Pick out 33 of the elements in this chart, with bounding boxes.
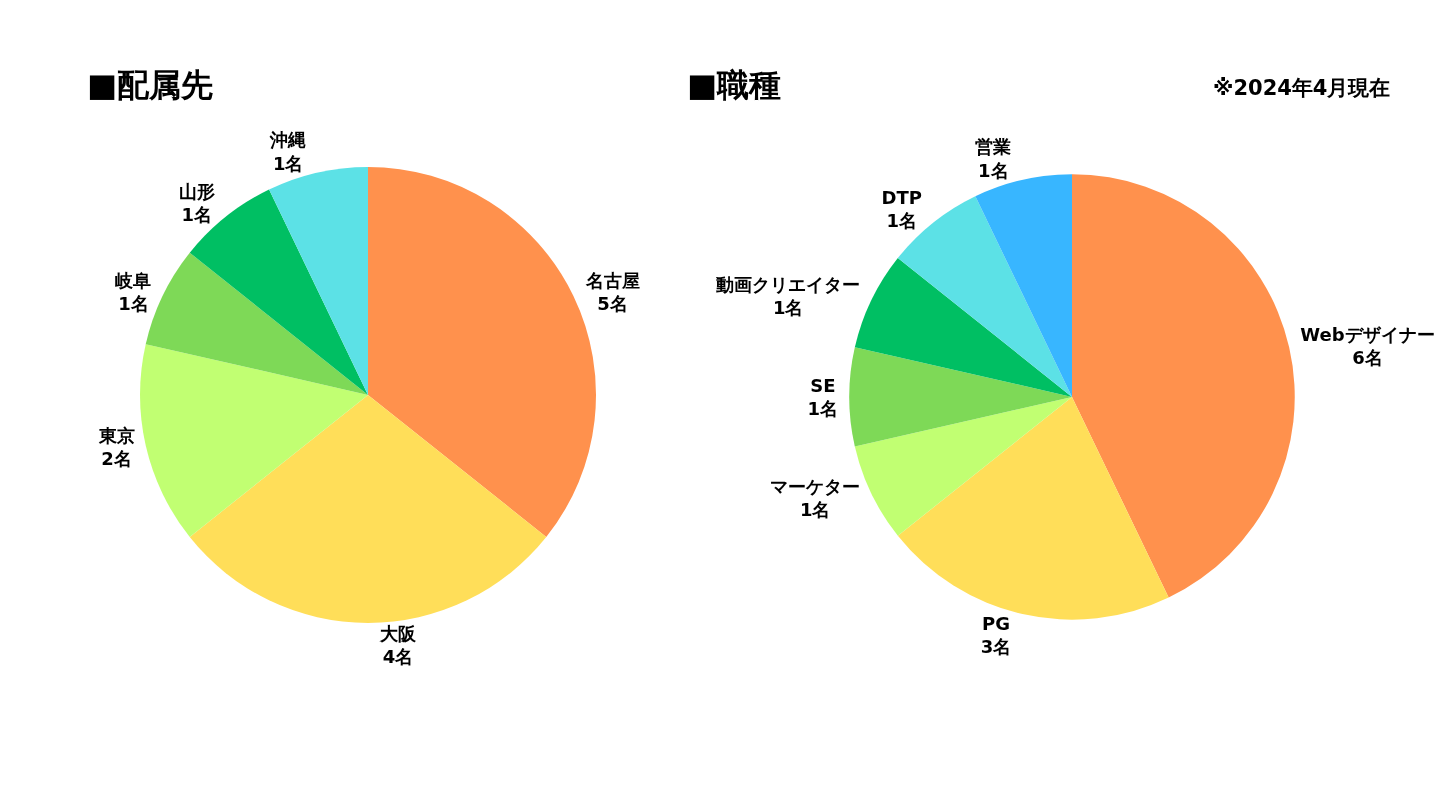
text: ※2024年4月現在 — [1213, 76, 1391, 100]
data-label: 5名 — [597, 292, 628, 314]
slice-label: 名古屋 — [584, 269, 640, 291]
data-label: 1名 — [886, 210, 918, 232]
data-label: 4名 — [382, 646, 414, 668]
data-label: 3名 — [980, 636, 1012, 658]
slice-label: Webデザイナー — [1300, 324, 1435, 346]
data-label: 1名 — [799, 498, 831, 520]
data-label: 2名 — [101, 447, 132, 469]
slice-label: 大阪 — [379, 622, 418, 644]
pie-slice — [140, 344, 368, 538]
pie-slice — [1072, 174, 1295, 598]
slice-label: SE — [810, 374, 836, 396]
slice-label: 動画クリエイター — [715, 273, 861, 295]
pie-slice — [849, 347, 1072, 447]
slice-label: 営業 — [975, 136, 1012, 158]
data-label: 1名 — [978, 159, 1009, 181]
data-label: 1名 — [807, 398, 839, 420]
slice-label: PG — [982, 612, 1011, 634]
data-label: 1名 — [272, 152, 304, 174]
data-label: 6名 — [1352, 347, 1383, 369]
pie-slice — [189, 394, 547, 623]
slice-label: マーケター — [770, 475, 861, 497]
chart-title: ■配属先 — [87, 66, 214, 104]
data-label: 1名 — [772, 297, 804, 319]
slice-label: 岐阜 — [115, 269, 152, 291]
data-label: 1名 — [181, 204, 213, 226]
slice-label: 山形 — [178, 180, 215, 202]
chart-title: ■職種 — [687, 66, 782, 104]
slice-label: DTP — [881, 186, 923, 208]
data-label: 1名 — [118, 292, 149, 314]
slice-label: 東京 — [97, 424, 135, 446]
slice-label: 沖縄 — [269, 129, 307, 151]
